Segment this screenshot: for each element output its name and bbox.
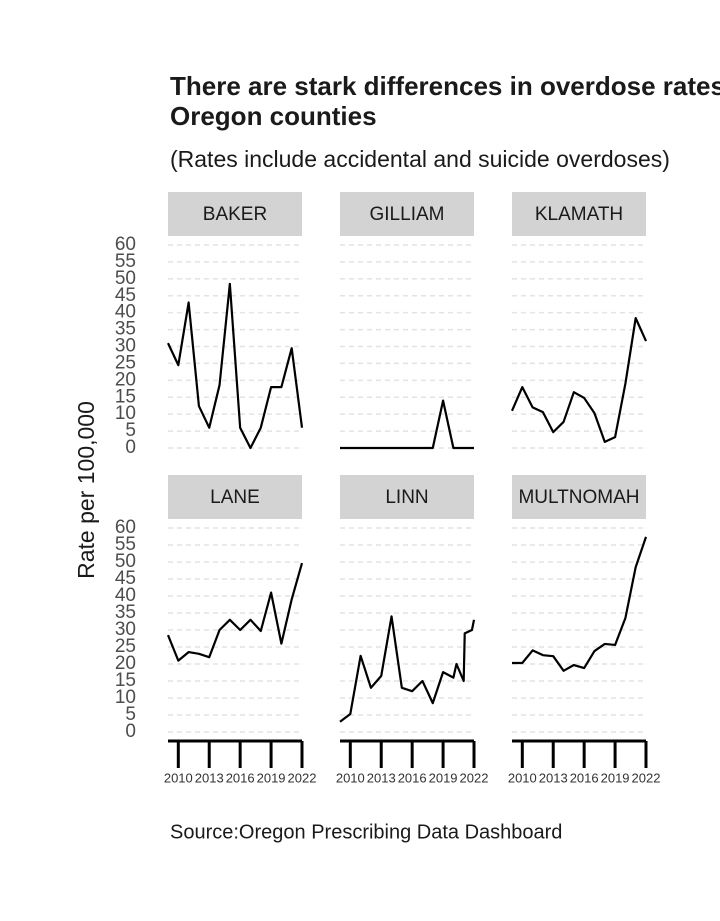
strip-label: KLAMATH (535, 204, 623, 225)
y-tick-label: 10 (115, 403, 136, 424)
data-line (512, 536, 648, 672)
x-tick-label: 2016 (226, 770, 255, 785)
chart-title: There are stark differences in overdose … (170, 71, 720, 101)
x-tick-label: 2010 (164, 770, 193, 785)
y-tick-label: 25 (115, 352, 136, 373)
x-tick-label: 2019 (257, 770, 286, 785)
x-tick-label: 2019 (429, 770, 458, 785)
y-tick-label: 30 (115, 336, 136, 357)
strip (512, 192, 646, 236)
y-tick-label: 20 (115, 369, 136, 390)
data-line (510, 316, 648, 444)
x-tick-label: 2022 (460, 770, 489, 785)
data-line (340, 399, 474, 450)
x-tick-label: 2022 (632, 770, 661, 785)
strip (512, 475, 646, 519)
x-tick-label: 2019 (601, 770, 630, 785)
strip (168, 192, 302, 236)
y-tick-label: 0 (125, 437, 136, 458)
strip (340, 192, 474, 236)
strip-label: MULTNOMAH (518, 487, 639, 508)
x-tick-label: 2022 (288, 770, 317, 785)
y-tick-label: 45 (115, 285, 136, 306)
data-line (166, 562, 304, 662)
y-tick-label: 20 (115, 653, 136, 674)
x-tick-label: 2013 (539, 770, 568, 785)
y-axis-label: Rate per 100,000 (73, 401, 99, 579)
strip-label: BAKER (203, 204, 267, 225)
y-tick-label: 35 (115, 319, 136, 340)
x-tick-label: 2013 (195, 770, 224, 785)
chart-title: Oregon counties (170, 101, 377, 131)
y-tick-label: 35 (115, 602, 136, 623)
y-tick-label: 25 (115, 636, 136, 657)
strip-label: LINN (385, 487, 428, 508)
y-tick-label: 0 (125, 721, 136, 742)
y-tick-label: 40 (115, 302, 136, 323)
y-tick-label: 50 (115, 551, 136, 572)
y-tick-label: 60 (115, 517, 136, 538)
data-line (167, 282, 304, 450)
y-tick-label: 45 (115, 568, 136, 589)
chart-subtitle: (Rates include accidental and suicide ov… (170, 146, 670, 172)
y-tick-label: 5 (125, 704, 136, 725)
y-tick-label: 5 (125, 420, 136, 441)
y-tick-label: 50 (115, 268, 136, 289)
y-tick-label: 10 (115, 687, 136, 708)
strip (340, 475, 474, 519)
y-tick-label: 40 (115, 585, 136, 606)
caption: Source:Oregon Prescribing Data Dashboard (170, 821, 562, 843)
strip-label: LANE (210, 487, 260, 508)
strip-label: GILLIAM (370, 204, 445, 225)
strip (168, 475, 302, 519)
y-tick-label: 55 (115, 534, 136, 555)
y-tick-label: 15 (115, 386, 136, 407)
y-tick-label: 60 (115, 234, 136, 255)
x-tick-label: 2010 (336, 770, 365, 785)
x-tick-label: 2010 (508, 770, 537, 785)
x-tick-label: 2016 (570, 770, 599, 785)
y-tick-label: 30 (115, 619, 136, 640)
data-line (339, 615, 476, 723)
y-tick-label: 55 (115, 251, 136, 272)
y-tick-label: 15 (115, 670, 136, 691)
x-tick-label: 2016 (398, 770, 427, 785)
x-tick-label: 2013 (367, 770, 396, 785)
